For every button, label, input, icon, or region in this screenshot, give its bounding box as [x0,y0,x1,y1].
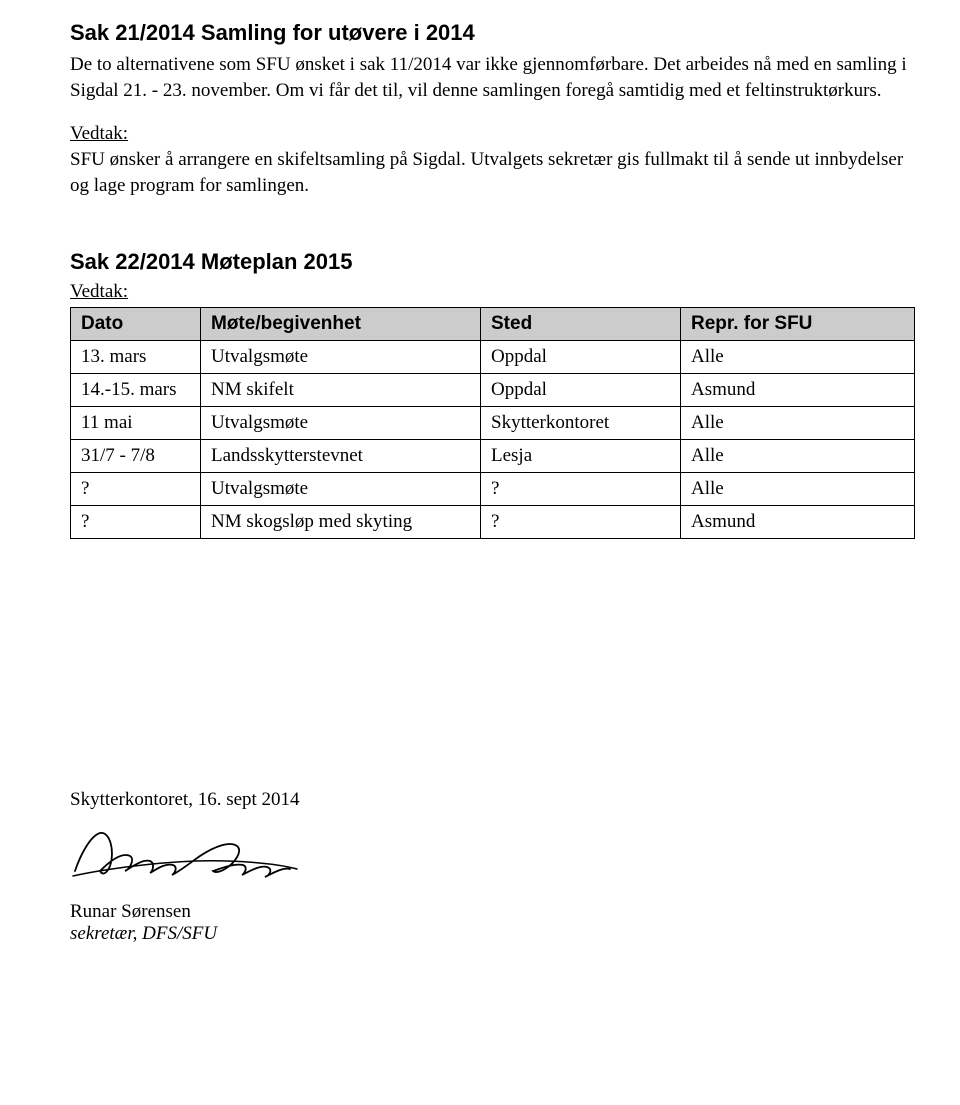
table-cell: Landsskytterstevnet [201,439,481,472]
table-header-sted: Sted [481,307,681,340]
table-cell: Utvalgsmøte [201,406,481,439]
table-cell: 13. mars [71,340,201,373]
table-row: 14.-15. mars NM skifelt Oppdal Asmund [71,373,915,406]
table-cell: ? [71,505,201,538]
table-row: ? NM skogsløp med skyting ? Asmund [71,505,915,538]
table-row: 13. mars Utvalgsmøte Oppdal Alle [71,340,915,373]
footer-name: Runar Sørensen [70,901,915,923]
table-header-repr: Repr. for SFU [681,307,915,340]
table-cell: Alle [681,439,915,472]
table-cell: Utvalgsmøte [201,340,481,373]
sak-21-heading: Sak 21/2014 Samling for utøvere i 2014 [70,20,915,46]
table-cell: ? [481,505,681,538]
table-cell: Skytterkontoret [481,406,681,439]
footer-date-line: Skytterkontoret, 16. sept 2014 [70,789,915,811]
table-header-dato: Dato [71,307,201,340]
table-cell: Alle [681,472,915,505]
table-cell: Lesja [481,439,681,472]
table-cell: 31/7 - 7/8 [71,439,201,472]
sak-21-vedtak-label: Vedtak: [70,123,915,145]
table-cell: ? [71,472,201,505]
table-header-mote: Møte/begivenhet [201,307,481,340]
table-cell: NM skogsløp med skyting [201,505,481,538]
meeting-plan-table: Dato Møte/begivenhet Sted Repr. for SFU … [70,307,915,539]
table-cell: 11 mai [71,406,201,439]
table-header-row: Dato Møte/begivenhet Sted Repr. for SFU [71,307,915,340]
table-cell: Asmund [681,373,915,406]
table-body: 13. mars Utvalgsmøte Oppdal Alle 14.-15.… [71,340,915,538]
table-cell: 14.-15. mars [71,373,201,406]
table-row: 31/7 - 7/8 Landsskytterstevnet Lesja All… [71,439,915,472]
table-cell: Alle [681,406,915,439]
table-cell: Oppdal [481,373,681,406]
footer-block: Skytterkontoret, 16. sept 2014 Runar Sør… [70,789,915,945]
table-cell: Oppdal [481,340,681,373]
table-row: ? Utvalgsmøte ? Alle [71,472,915,505]
sak-21-body: De to alternativene som SFU ønsket i sak… [70,52,915,103]
section-sak-22: Sak 22/2014 Møteplan 2015 Vedtak: Dato M… [70,249,915,539]
table-cell: ? [481,472,681,505]
footer-title: sekretær, DFS/SFU [70,923,915,945]
table-cell: NM skifelt [201,373,481,406]
sak-22-heading: Sak 22/2014 Møteplan 2015 [70,249,915,275]
table-row: 11 mai Utvalgsmøte Skytterkontoret Alle [71,406,915,439]
sak-22-vedtak-label: Vedtak: [70,281,915,303]
signature-image [65,821,915,891]
table-cell: Alle [681,340,915,373]
table-cell: Asmund [681,505,915,538]
sak-21-vedtak-text: SFU ønsker å arrangere en skifeltsamling… [70,147,915,198]
section-sak-21: Sak 21/2014 Samling for utøvere i 2014 D… [70,20,915,199]
table-cell: Utvalgsmøte [201,472,481,505]
